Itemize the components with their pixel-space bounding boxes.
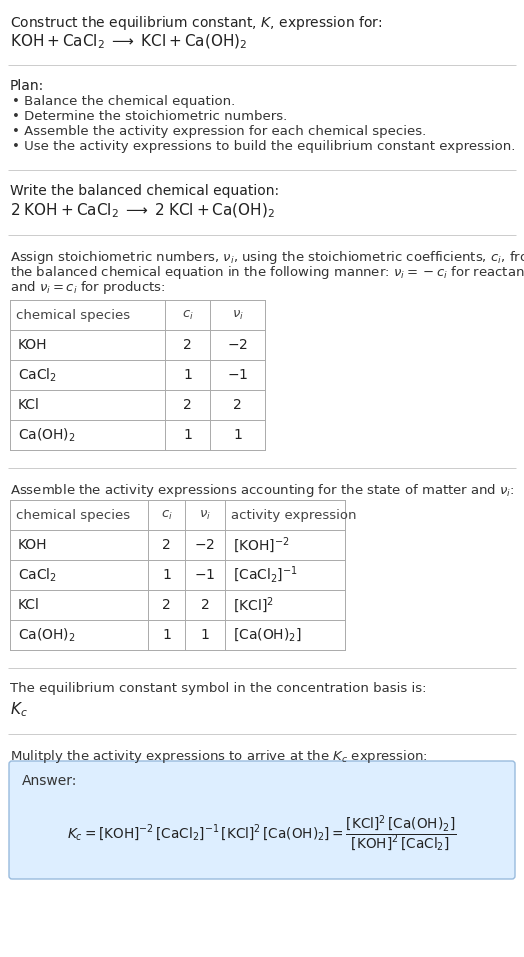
Text: the balanced chemical equation in the following manner: $\nu_i = -c_i$ for react: the balanced chemical equation in the fo… — [10, 264, 524, 281]
Text: 2: 2 — [183, 398, 192, 412]
Text: Assign stoichiometric numbers, $\nu_i$, using the stoichiometric coefficients, $: Assign stoichiometric numbers, $\nu_i$, … — [10, 249, 524, 266]
Text: $\mathrm{Ca(OH)_2}$: $\mathrm{Ca(OH)_2}$ — [18, 426, 76, 444]
Text: $\mathrm{KOH + CaCl_2 \;\longrightarrow\; KCl + Ca(OH)_2}$: $\mathrm{KOH + CaCl_2 \;\longrightarrow\… — [10, 33, 247, 52]
Text: $-2$: $-2$ — [194, 538, 215, 552]
Text: KCl: KCl — [18, 598, 40, 612]
Text: $c_i$: $c_i$ — [182, 308, 193, 322]
Text: activity expression: activity expression — [231, 508, 356, 522]
Text: The equilibrium constant symbol in the concentration basis is:: The equilibrium constant symbol in the c… — [10, 682, 427, 695]
Text: $\mathrm{CaCl_2}$: $\mathrm{CaCl_2}$ — [18, 567, 57, 584]
Text: • Determine the stoichiometric numbers.: • Determine the stoichiometric numbers. — [12, 110, 287, 123]
Text: $\mathrm{CaCl_2}$: $\mathrm{CaCl_2}$ — [18, 367, 57, 384]
FancyBboxPatch shape — [9, 761, 515, 879]
Text: chemical species: chemical species — [16, 508, 130, 522]
Text: Plan:: Plan: — [10, 79, 44, 93]
Text: 2: 2 — [162, 598, 171, 612]
Text: • Use the activity expressions to build the equilibrium constant expression.: • Use the activity expressions to build … — [12, 140, 516, 153]
Text: • Balance the chemical equation.: • Balance the chemical equation. — [12, 95, 235, 108]
Text: chemical species: chemical species — [16, 308, 130, 322]
Text: 2: 2 — [201, 598, 210, 612]
Text: $\nu_i$: $\nu_i$ — [199, 508, 211, 522]
Text: and $\nu_i = c_i$ for products:: and $\nu_i = c_i$ for products: — [10, 279, 166, 296]
Text: $[\mathrm{CaCl_2}]^{-1}$: $[\mathrm{CaCl_2}]^{-1}$ — [233, 565, 298, 585]
Text: 2: 2 — [183, 338, 192, 352]
Text: • Assemble the activity expression for each chemical species.: • Assemble the activity expression for e… — [12, 125, 426, 138]
Text: 1: 1 — [162, 628, 171, 642]
Text: $\mathrm{Ca(OH)_2}$: $\mathrm{Ca(OH)_2}$ — [18, 626, 76, 644]
Text: 1: 1 — [183, 368, 192, 382]
Text: 1: 1 — [233, 428, 242, 442]
Text: $-1$: $-1$ — [227, 368, 248, 382]
Text: Construct the equilibrium constant, $K$, expression for:: Construct the equilibrium constant, $K$,… — [10, 14, 383, 32]
Text: $[\mathrm{KCl}]^{2}$: $[\mathrm{KCl}]^{2}$ — [233, 595, 274, 615]
Text: 1: 1 — [183, 428, 192, 442]
Text: 2: 2 — [233, 398, 242, 412]
Text: $-2$: $-2$ — [227, 338, 248, 352]
Text: $K_c$: $K_c$ — [10, 700, 28, 719]
Text: $[\mathrm{KOH}]^{-2}$: $[\mathrm{KOH}]^{-2}$ — [233, 535, 290, 555]
Text: $-1$: $-1$ — [194, 568, 215, 582]
Text: 2: 2 — [162, 538, 171, 552]
Text: 1: 1 — [162, 568, 171, 582]
Text: Mulitply the activity expressions to arrive at the $K_c$ expression:: Mulitply the activity expressions to arr… — [10, 748, 428, 765]
Text: KOH: KOH — [18, 538, 48, 552]
Text: Assemble the activity expressions accounting for the state of matter and $\nu_i$: Assemble the activity expressions accoun… — [10, 482, 515, 499]
Text: $c_i$: $c_i$ — [160, 508, 172, 522]
Text: $\nu_i$: $\nu_i$ — [232, 308, 244, 322]
Text: $[\mathrm{Ca(OH)_2}]$: $[\mathrm{Ca(OH)_2}]$ — [233, 627, 302, 643]
Text: KOH: KOH — [18, 338, 48, 352]
Text: $K_c = [\mathrm{KOH}]^{-2}\,[\mathrm{CaCl_2}]^{-1}\,[\mathrm{KCl}]^{2}\,[\mathrm: $K_c = [\mathrm{KOH}]^{-2}\,[\mathrm{CaC… — [67, 813, 457, 854]
Text: 1: 1 — [201, 628, 210, 642]
Text: Answer:: Answer: — [22, 774, 78, 788]
Text: Write the balanced chemical equation:: Write the balanced chemical equation: — [10, 184, 279, 198]
Text: KCl: KCl — [18, 398, 40, 412]
Text: $\mathrm{2\; KOH + CaCl_2 \;\longrightarrow\; 2\; KCl + Ca(OH)_2}$: $\mathrm{2\; KOH + CaCl_2 \;\longrightar… — [10, 202, 275, 220]
